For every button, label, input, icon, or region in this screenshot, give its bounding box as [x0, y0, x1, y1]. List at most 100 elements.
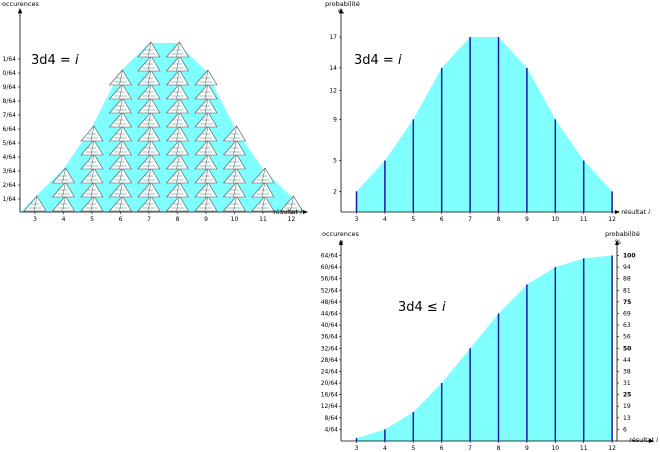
- die-face: [222, 167, 247, 184]
- x-tick-label: 8: [497, 445, 501, 452]
- die-face: [80, 181, 104, 198]
- y-tick-label: 60/64: [321, 264, 338, 271]
- x-tick-label: 12: [608, 216, 616, 223]
- y2-tick-label: 19: [623, 403, 631, 410]
- die-edge: [119, 69, 123, 86]
- x-tick-label: 7: [468, 216, 472, 223]
- die-face: [222, 195, 247, 212]
- y-tick-label: 1/64: [3, 196, 17, 203]
- die-face: [108, 83, 133, 100]
- y-tick-label: 1/64: [3, 56, 17, 63]
- die-face: [137, 195, 161, 212]
- y-tick-label: 52/64: [321, 287, 338, 294]
- x-axis-arrow: [615, 210, 620, 214]
- d4-die-icon: [80, 153, 104, 170]
- die-edge: [119, 181, 123, 198]
- d4-die-icon: [137, 97, 161, 114]
- y-axis-label: occurences: [322, 230, 359, 238]
- x-tick-label: 6: [440, 445, 444, 452]
- die-edge: [119, 83, 123, 100]
- y-tick-label: 24/64: [321, 368, 338, 375]
- die-face: [108, 139, 133, 156]
- d4-die-icon: [194, 139, 218, 156]
- chart-title: 3d4 = i: [354, 53, 402, 68]
- die-edge: [176, 181, 180, 198]
- y-axis-arrow: [339, 8, 343, 13]
- die-edge: [62, 181, 66, 198]
- die-edge: [233, 153, 237, 170]
- die-edge: [147, 41, 152, 58]
- x-tick-label: 6: [119, 216, 123, 223]
- y-tick-label: 12: [329, 88, 337, 95]
- die-face: [137, 83, 161, 100]
- d4-die-icon: [194, 167, 218, 184]
- bar-dice-column-4: [51, 167, 76, 212]
- die-edge: [233, 125, 237, 142]
- die-edge: [90, 181, 95, 198]
- die-edge: [176, 195, 180, 212]
- y2-tick-label: 88: [623, 276, 631, 283]
- die-face: [165, 55, 190, 72]
- d4-die-icon: [165, 167, 190, 184]
- die-edge: [147, 69, 152, 86]
- die-edge: [90, 125, 95, 142]
- x-tick-label: 4: [62, 216, 66, 223]
- die-edge: [261, 195, 266, 212]
- y-tick-label: 64/64: [321, 253, 338, 260]
- die-edge: [176, 153, 180, 170]
- die-edge: [147, 195, 152, 212]
- die-face: [137, 153, 161, 170]
- bar-dice-column-10: [222, 125, 247, 212]
- y-tick-label: 56/64: [321, 276, 338, 283]
- d4-die-icon: [137, 167, 161, 184]
- y2-tick-label: 44: [623, 357, 631, 364]
- y-tick-label: 4/64: [3, 154, 17, 161]
- bar-dice-column-11: [251, 167, 275, 212]
- d4-die-icon: [51, 181, 76, 198]
- die-face: [165, 195, 190, 212]
- d4-die-icon: [137, 181, 161, 198]
- d4-die-icon: [165, 69, 190, 86]
- d4-die-icon: [165, 181, 190, 198]
- d4-die-icon: [165, 83, 190, 100]
- die-face: [279, 195, 304, 212]
- die-face: [137, 55, 161, 72]
- d4-die-icon: [165, 139, 190, 156]
- die-face: [194, 167, 218, 184]
- d4-die-icon: [222, 139, 247, 156]
- die-face: [194, 139, 218, 156]
- die-edge: [119, 125, 123, 142]
- die-face: [51, 167, 76, 184]
- x-tick-label: 12: [288, 216, 296, 223]
- x-tick-label: 8: [497, 216, 501, 223]
- die-edge: [290, 195, 294, 212]
- die-edge: [90, 195, 95, 212]
- x-axis-label: résultat i: [621, 208, 650, 216]
- die-face: [251, 181, 275, 198]
- y2-tick-label: 75: [623, 299, 631, 306]
- y-tick-label: 16/64: [321, 392, 338, 399]
- chart-title: 3d4 = i: [31, 53, 79, 68]
- die-edge: [233, 181, 237, 198]
- y-tick-label: 8/64: [325, 415, 339, 422]
- die-edge: [204, 111, 209, 128]
- die-face: [251, 195, 275, 212]
- y-tick-label: 0/64: [3, 70, 17, 77]
- x-tick-label: 10: [551, 216, 559, 223]
- die-edge: [119, 139, 123, 156]
- x-axis-arrow: [303, 210, 308, 214]
- y2-tick-label: 38: [623, 368, 631, 375]
- y-tick-label: 8/64: [3, 98, 17, 105]
- d4-die-icon: [80, 195, 104, 212]
- y-tick-label: 6/64: [3, 126, 17, 133]
- d4-die-icon: [194, 195, 218, 212]
- cumulative-area: [356, 255, 613, 441]
- die-face: [165, 125, 190, 142]
- y-tick-label: 20/64: [321, 380, 338, 387]
- probability-area: [356, 37, 613, 212]
- y-tick-label: 2/64: [3, 182, 17, 189]
- y2-tick-label: 69: [623, 310, 631, 317]
- d4-die-icon: [108, 139, 133, 156]
- die-face: [194, 153, 218, 170]
- die-face: [194, 97, 218, 114]
